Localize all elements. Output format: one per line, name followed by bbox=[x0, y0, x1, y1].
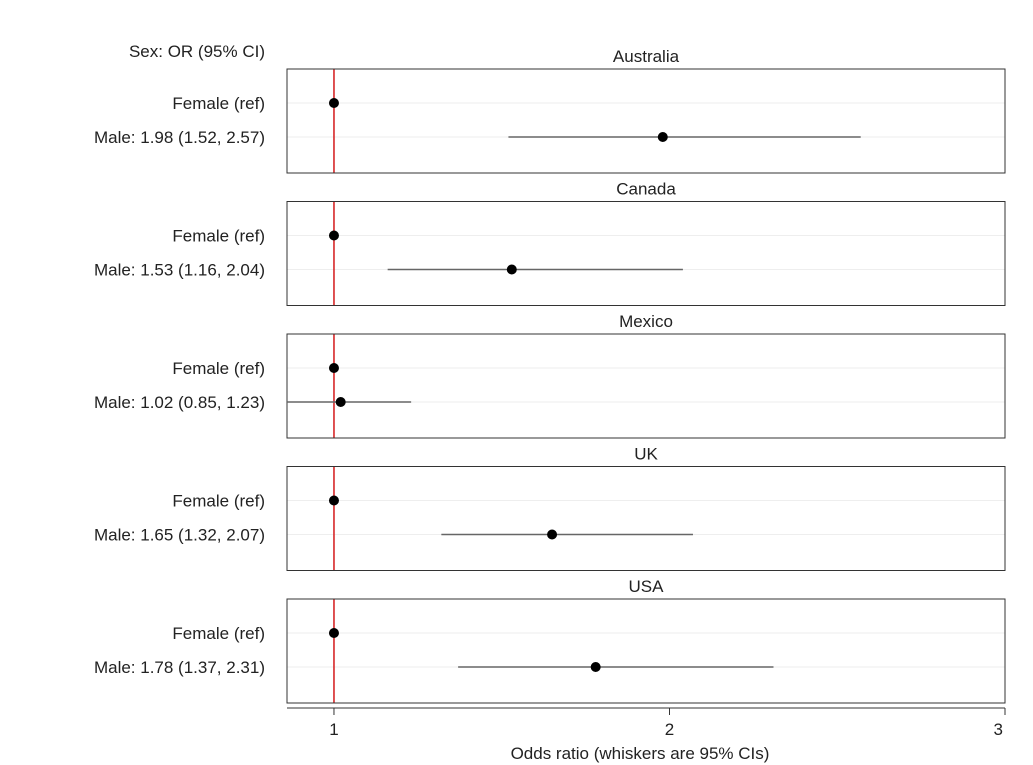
point-estimate bbox=[590, 662, 601, 672]
panel-frame bbox=[286, 68, 1006, 174]
row-label: Female (ref) bbox=[172, 359, 265, 378]
panel-frame bbox=[286, 201, 1006, 306]
column-header: Sex: OR (95% CI) bbox=[129, 42, 265, 61]
point-estimate bbox=[547, 529, 558, 540]
point-estimate bbox=[335, 397, 346, 407]
row-label: Female (ref) bbox=[172, 492, 265, 511]
panel-canada: Canada Female (ref) Male: 1.53 (1.16, 2.04… bbox=[94, 180, 1006, 306]
point-estimate bbox=[328, 98, 339, 108]
panel-australia: Australia Female (ref) Male: 1.98 (1.52, 2… bbox=[94, 47, 1006, 174]
point-estimate bbox=[657, 132, 668, 142]
point-estimate bbox=[328, 363, 339, 373]
x-tick-label: 3 bbox=[994, 720, 1003, 739]
row-label: Female (ref) bbox=[172, 94, 265, 113]
panel-frame bbox=[286, 333, 1006, 439]
panels: Australia Female (ref) Male: 1.98 (1.52, 2… bbox=[94, 47, 1006, 704]
row-label: Female (ref) bbox=[172, 227, 265, 246]
point-estimate bbox=[328, 495, 339, 506]
panel-uk: UK Female (ref) Male: 1.65 (1.32, 2.07) bbox=[94, 445, 1006, 571]
row-label: Male: 1.53 (1.16, 2.04) bbox=[94, 261, 265, 280]
point-estimate bbox=[506, 264, 517, 275]
point-estimate bbox=[328, 230, 339, 241]
row-label: Male: 1.98 (1.52, 2.57) bbox=[94, 128, 265, 147]
panel-usa: USA Female (ref) Male: 1.78 (1.37, 2.31) bbox=[94, 577, 1006, 704]
panel-title: UK bbox=[634, 445, 658, 464]
x-axis: 1 2 3 bbox=[287, 707, 1006, 739]
x-tick-label: 2 bbox=[665, 720, 674, 739]
row-label: Male: 1.65 (1.32, 2.07) bbox=[94, 526, 265, 545]
panel-mexico: Mexico Female (ref) Male: 1.02 (0.85, 1.23… bbox=[94, 312, 1006, 439]
panel-title: USA bbox=[629, 577, 665, 596]
row-label: Male: 1.02 (0.85, 1.23) bbox=[94, 393, 265, 412]
panel-title: Canada bbox=[616, 180, 676, 199]
x-tick-label: 1 bbox=[329, 720, 338, 739]
panel-title: Mexico bbox=[619, 312, 673, 331]
row-label: Male: 1.78 (1.37, 2.31) bbox=[94, 658, 265, 677]
x-axis-title: Odds ratio (whiskers are 95% CIs) bbox=[511, 744, 770, 763]
row-label: Female (ref) bbox=[172, 624, 265, 643]
panel-frame bbox=[286, 466, 1006, 571]
panel-frame bbox=[286, 598, 1006, 704]
point-estimate bbox=[328, 628, 339, 638]
panel-title: Australia bbox=[613, 47, 680, 66]
